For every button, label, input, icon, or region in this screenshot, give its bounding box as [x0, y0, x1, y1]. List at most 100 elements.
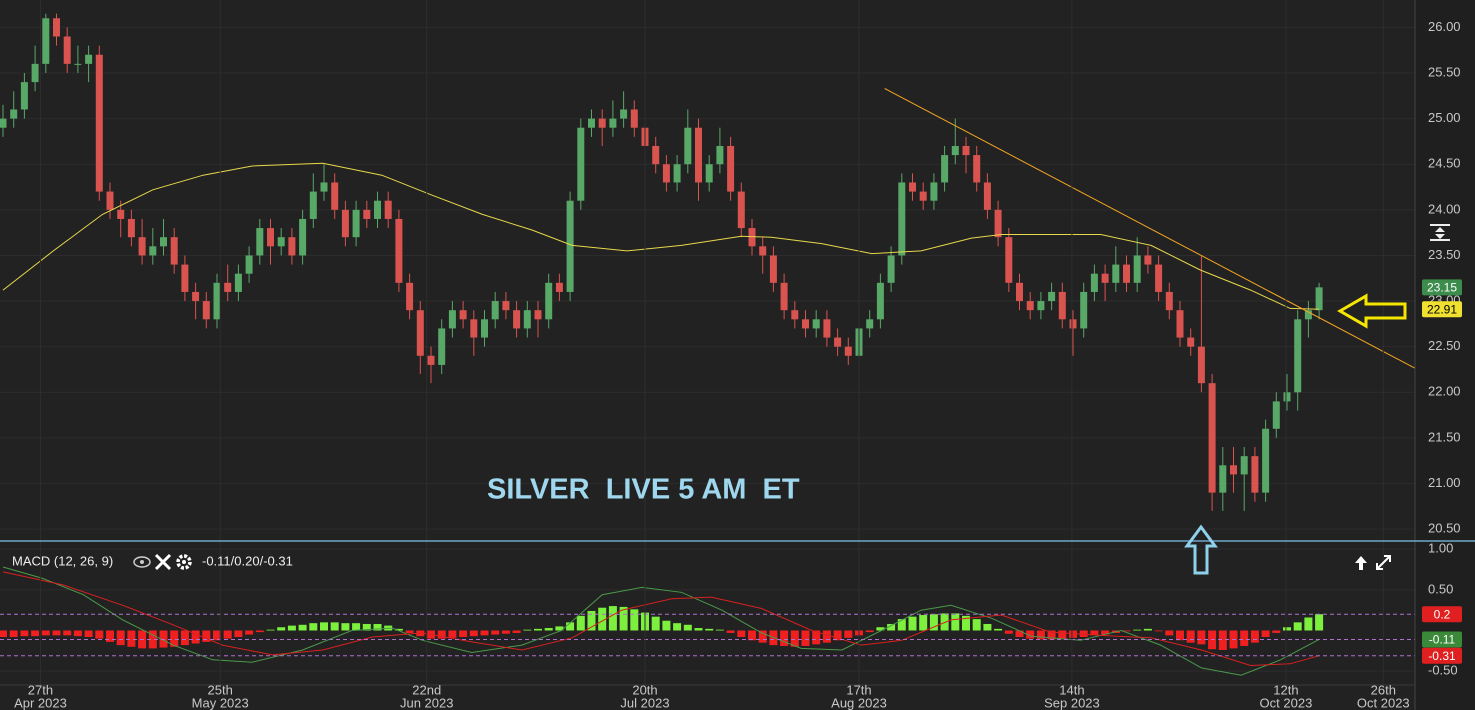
x-tick-sublabel: Oct 2023: [1357, 695, 1410, 710]
candle-body: [1304, 310, 1312, 320]
histogram-bar: [127, 630, 136, 647]
candle-body: [1197, 346, 1205, 384]
candle-body: [1058, 291, 1066, 320]
y-tick-label: 26.00: [1428, 19, 1461, 34]
candle-body: [1165, 291, 1173, 311]
candle-body: [555, 282, 563, 292]
expand-icon[interactable]: [1376, 555, 1391, 570]
histogram-bar: [994, 628, 1003, 631]
macd-values: -0.11/0.20/-0.31: [202, 553, 293, 568]
candle-body: [1176, 310, 1184, 338]
histogram-bar: [673, 623, 682, 631]
candle-body: [866, 319, 874, 329]
histogram-bar: [908, 616, 917, 631]
candle-body: [716, 145, 724, 165]
histogram-bar: [1197, 630, 1206, 645]
candle-body: [74, 63, 82, 65]
candle-body: [791, 310, 799, 320]
candle-body: [127, 218, 135, 238]
candle-body: [1230, 465, 1237, 475]
candle-body: [1187, 337, 1195, 347]
signal-line: [2, 571, 1320, 667]
y-tick-label: 1.00: [1428, 541, 1453, 556]
histogram-bar: [683, 624, 692, 631]
y-tick-label: 21.00: [1428, 475, 1461, 490]
histogram-bar: [52, 630, 61, 636]
histogram-bar: [373, 623, 382, 631]
y-tick-label: 22.00: [1428, 384, 1461, 399]
candle-body: [1315, 287, 1323, 311]
x-tick-sublabel: May 2023: [192, 695, 249, 710]
candle-body: [598, 118, 606, 128]
histogram-bar: [1240, 630, 1249, 646]
histogram-bar: [608, 606, 617, 631]
x-tick-sublabel: Jul 2023: [620, 695, 669, 710]
histogram-bar: [480, 630, 489, 636]
y-tick-label: 24.50: [1428, 156, 1461, 171]
candle-body: [277, 237, 285, 247]
eye-icon[interactable]: [133, 556, 151, 568]
candle-body: [1090, 273, 1098, 292]
histogram-bar: [459, 630, 468, 637]
last-price-label: 23.15: [1427, 281, 1457, 295]
histogram-bar: [448, 630, 457, 638]
candle-body: [85, 54, 93, 64]
move-up-icon[interactable]: [1355, 556, 1367, 570]
candle-body: [1294, 319, 1302, 393]
candle-body: [609, 118, 617, 128]
x-tick-label: 12th: [1273, 682, 1298, 697]
histogram-bar: [73, 630, 82, 637]
scale-icon[interactable]: [1430, 224, 1450, 241]
candle-body: [299, 218, 307, 256]
candle-body: [202, 301, 210, 320]
histogram-bar: [95, 630, 104, 639]
settings-icon[interactable]: [176, 554, 192, 570]
close-icon[interactable]: [154, 553, 172, 571]
x-tick-label: 25th: [208, 682, 233, 697]
x-tick-label: 22nd: [412, 682, 441, 697]
histogram-bar: [1090, 630, 1099, 636]
y-tick-label: 0.50: [1428, 581, 1453, 596]
histogram-bar: [962, 615, 970, 631]
candle-body: [106, 191, 114, 210]
candle-body: [470, 319, 478, 338]
histogram-bar: [362, 623, 371, 631]
candle-body: [534, 310, 542, 320]
candle-body: [31, 63, 39, 83]
histogram-bar: [940, 613, 949, 631]
histogram-bar: [1154, 630, 1163, 632]
histogram-bar: [983, 623, 992, 631]
candle-body: [170, 237, 178, 265]
candle-body: [769, 255, 777, 283]
histogram-bar: [1122, 630, 1131, 632]
candle-body: [20, 82, 28, 110]
candle-body: [994, 209, 1002, 238]
candle-body: [1016, 282, 1023, 302]
histogram-bar: [1026, 630, 1035, 639]
histogram-bar: [1186, 630, 1195, 643]
histogram-bar: [1304, 617, 1313, 631]
histogram-bar: [341, 623, 350, 631]
candle-body: [320, 182, 328, 192]
candle-body: [1048, 291, 1056, 302]
moving-average: [2, 162, 1320, 310]
candle-body: [652, 145, 660, 165]
histogram-bar: [534, 628, 542, 631]
histogram-bar: [705, 628, 714, 631]
candle-body: [1219, 465, 1227, 493]
signal-label: -0.31: [1428, 649, 1456, 663]
histogram-bar: [234, 630, 243, 637]
candle-body: [331, 182, 339, 210]
x-tick-label: 14th: [1059, 682, 1084, 697]
candle-body: [384, 200, 392, 219]
candle-body: [876, 282, 884, 320]
candle-body: [1101, 273, 1109, 283]
histogram-bar: [1176, 630, 1184, 641]
candle-body: [1080, 291, 1088, 329]
histogram-bar: [694, 628, 703, 631]
candle-body: [438, 328, 446, 365]
candle-body: [95, 54, 103, 192]
candle-body: [1272, 401, 1280, 429]
histogram-bar: [780, 630, 789, 646]
candle-body: [513, 310, 521, 329]
